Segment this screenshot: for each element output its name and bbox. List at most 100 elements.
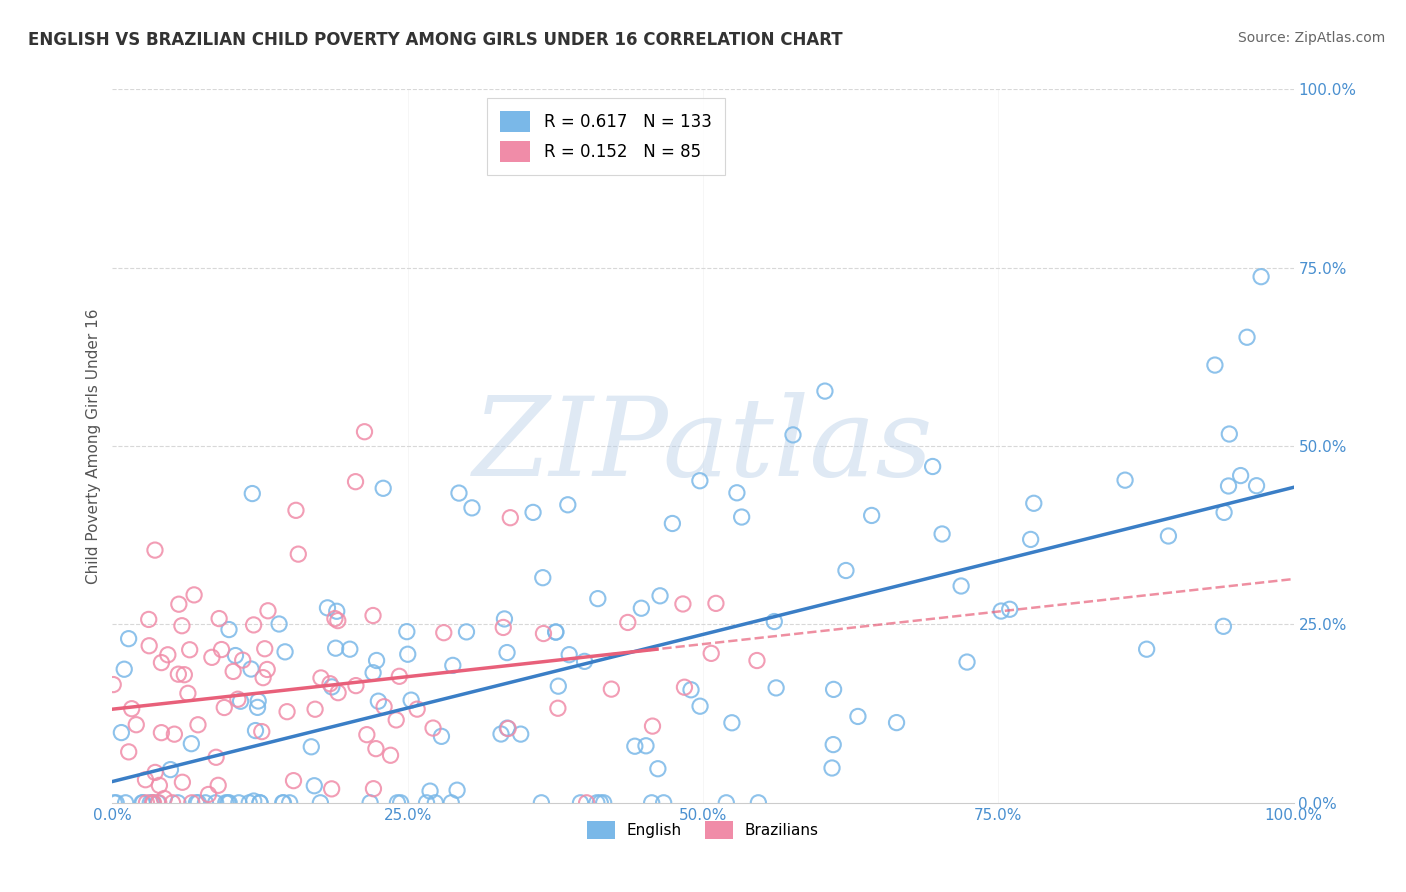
Point	[256, 663, 278, 677]
Point	[110, 725, 132, 739]
Point	[1212, 619, 1234, 633]
Point	[440, 796, 463, 810]
Point	[617, 615, 640, 630]
Point	[496, 721, 519, 735]
Point	[589, 796, 612, 810]
Text: ZIPatlas: ZIPatlas	[472, 392, 934, 500]
Point	[763, 615, 786, 629]
Point	[150, 725, 173, 739]
Point	[194, 796, 217, 810]
Point	[217, 796, 239, 810]
Point	[641, 719, 664, 733]
Point	[356, 728, 378, 742]
Point	[183, 588, 205, 602]
Point	[257, 604, 280, 618]
Point	[134, 772, 156, 787]
Point	[172, 775, 194, 789]
Point	[146, 796, 169, 810]
Point	[747, 796, 769, 810]
Point	[246, 700, 269, 714]
Point	[373, 481, 395, 495]
Point	[630, 601, 652, 615]
Point	[325, 641, 347, 656]
Point	[652, 796, 675, 810]
Point	[1246, 479, 1268, 493]
Point	[143, 543, 166, 558]
Point	[242, 794, 264, 808]
Point	[238, 796, 260, 810]
Text: ENGLISH VS BRAZILIAN CHILD POVERTY AMONG GIRLS UNDER 16 CORRELATION CHART: ENGLISH VS BRAZILIAN CHILD POVERTY AMONG…	[28, 31, 842, 49]
Point	[1136, 642, 1159, 657]
Point	[547, 679, 569, 693]
Point	[240, 486, 263, 500]
Point	[544, 625, 567, 640]
Point	[197, 788, 219, 802]
Point	[389, 796, 412, 810]
Point	[765, 681, 787, 695]
Point	[522, 505, 544, 519]
Point	[253, 641, 276, 656]
Point	[139, 796, 162, 810]
Point	[1114, 473, 1136, 487]
Point	[388, 669, 411, 683]
Point	[207, 778, 229, 792]
Point	[1204, 358, 1226, 372]
Point	[271, 796, 294, 810]
Point	[143, 765, 166, 780]
Point	[163, 727, 186, 741]
Point	[648, 589, 671, 603]
Point	[205, 750, 228, 764]
Point	[492, 620, 515, 634]
Point	[823, 738, 845, 752]
Point	[456, 624, 478, 639]
Point	[222, 665, 245, 679]
Point	[211, 642, 233, 657]
Point	[125, 717, 148, 731]
Point	[148, 778, 170, 792]
Point	[344, 679, 367, 693]
Point	[592, 796, 614, 810]
Point	[316, 600, 339, 615]
Point	[153, 791, 176, 805]
Point	[179, 642, 201, 657]
Point	[433, 625, 456, 640]
Point	[226, 692, 249, 706]
Point	[387, 796, 409, 810]
Y-axis label: Child Poverty Among Girls Under 16: Child Poverty Among Girls Under 16	[86, 309, 101, 583]
Point	[931, 527, 953, 541]
Point	[1229, 468, 1251, 483]
Point	[359, 796, 381, 810]
Text: Source: ZipAtlas.com: Source: ZipAtlas.com	[1237, 31, 1385, 45]
Point	[103, 796, 125, 810]
Point	[721, 715, 744, 730]
Point	[229, 694, 252, 708]
Point	[173, 667, 195, 681]
Point	[141, 796, 163, 810]
Point	[287, 547, 309, 561]
Point	[232, 653, 254, 667]
Point	[860, 508, 883, 523]
Point	[569, 796, 592, 810]
Point	[326, 686, 349, 700]
Point	[921, 459, 943, 474]
Point	[499, 510, 522, 524]
Point	[204, 796, 226, 810]
Point	[531, 571, 554, 585]
Point	[446, 783, 468, 797]
Point	[496, 646, 519, 660]
Point	[990, 604, 1012, 618]
Point	[730, 510, 752, 524]
Point	[299, 739, 322, 754]
Point	[700, 646, 723, 660]
Point	[886, 715, 908, 730]
Point	[406, 702, 429, 716]
Point	[167, 667, 190, 681]
Point	[274, 645, 297, 659]
Point	[716, 796, 738, 810]
Point	[142, 796, 165, 810]
Point	[814, 384, 837, 398]
Point	[441, 658, 464, 673]
Point	[1019, 533, 1042, 547]
Point	[364, 741, 387, 756]
Point	[167, 796, 190, 810]
